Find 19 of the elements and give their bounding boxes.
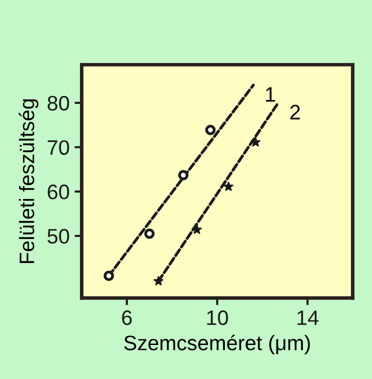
series-label: 2 (290, 104, 300, 120)
x-tick-label: 14 (298, 310, 319, 325)
y-tick-label: 80 (48, 96, 70, 111)
point (178, 170, 189, 180)
x-tick-label: 10 (207, 310, 228, 326)
point (224, 182, 234, 191)
point (205, 124, 216, 136)
point (250, 137, 260, 147)
point (104, 270, 114, 282)
y-axis-title: Felületi feszültség (18, 99, 38, 264)
y-tick-label: 70 (48, 140, 70, 155)
x-tick-label: 6 (122, 310, 132, 326)
y-tick-label: 60 (48, 184, 70, 200)
point (144, 228, 155, 239)
y-tick-label: 50 (48, 228, 70, 244)
x-axis-title: Szemcseméret (μm) (124, 334, 310, 354)
point (192, 224, 202, 234)
series-label: 1 (266, 87, 276, 102)
point (154, 276, 164, 286)
